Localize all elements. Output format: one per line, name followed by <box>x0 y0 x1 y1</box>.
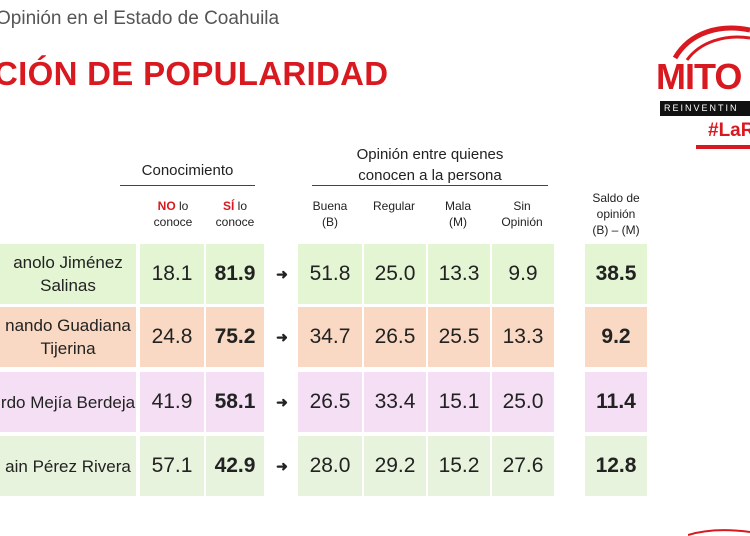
arrow-icon: ➜ <box>276 328 288 345</box>
col-header-si-text2: conoce <box>215 215 255 229</box>
col-header-mala-line1: Mala <box>444 199 471 213</box>
arrow-icon: ➜ <box>276 265 288 282</box>
logo-wordmark: MITO <box>656 56 742 97</box>
cell-si: 75.2 <box>206 307 264 367</box>
cell-buena: 26.5 <box>298 372 362 432</box>
col-header-buena-line2: (B) <box>322 215 338 229</box>
cell-mala: 15.1 <box>428 372 490 432</box>
footer-swoosh-icon <box>688 529 750 536</box>
logo-underline <box>696 145 750 149</box>
col-header-buena-line1: Buena <box>312 199 348 213</box>
col-header-si-text: lo <box>234 199 248 213</box>
arrow-icon: ➜ <box>276 393 288 410</box>
col-header-no-text: lo <box>175 199 189 213</box>
col-header-mala-line2: (M) <box>449 215 467 229</box>
cell-saldo: 11.4 <box>585 372 647 432</box>
col-header-saldo-line3: (B) – (M) <box>592 223 640 237</box>
cell-si: 58.1 <box>206 372 264 432</box>
cell-buena: 34.7 <box>298 307 362 367</box>
candidate-name-line2: Salinas <box>40 276 96 295</box>
cell-si: 42.9 <box>206 436 264 496</box>
cell-regular: 33.4 <box>364 372 426 432</box>
page-title: CIÓN DE POPULARIDAD <box>0 55 389 92</box>
col-header-saldo-line1: Saldo de <box>592 191 640 205</box>
col-header-si-strong: SÍ <box>222 199 235 213</box>
cell-buena: 51.8 <box>298 244 362 304</box>
candidate-name-line1: rdo Mejía Berdeja <box>0 392 136 412</box>
header-opinion-line1: Opinión entre quienes <box>356 146 504 163</box>
logo-swoosh-icon <box>672 25 750 61</box>
cell-saldo: 38.5 <box>585 244 647 304</box>
cell-no: 18.1 <box>140 244 204 304</box>
cell-buena: 28.0 <box>298 436 362 496</box>
candidate-name: ain Pérez Rivera <box>0 436 136 496</box>
logo-hashtag: #LaR <box>708 120 750 141</box>
col-header-sin-line2: Opinión <box>501 215 543 229</box>
col-header-sin-line1: Sin <box>513 199 531 213</box>
page-subtitle: Opinión en el Estado de Coahuila <box>0 8 280 29</box>
col-header-regular: Regular <box>372 199 416 213</box>
col-header-si: SÍ lo conoce <box>206 198 264 230</box>
cell-sin: 9.9 <box>492 244 554 304</box>
col-header-no-text2: conoce <box>153 215 193 229</box>
cell-sin: 27.6 <box>492 436 554 496</box>
cell-no: 41.9 <box>140 372 204 432</box>
cell-sin: 25.0 <box>492 372 554 432</box>
header-opinion: Opinión entre quienes conocen a la perso… <box>312 144 548 186</box>
cell-no: 57.1 <box>140 436 204 496</box>
candidate-name: nando Guadiana Tijerina <box>0 307 136 367</box>
header-opinion-line2: conocen a la persona <box>358 167 502 184</box>
cell-regular: 25.0 <box>364 244 426 304</box>
logo-tagline: REINVENTIN <box>660 101 750 116</box>
candidate-name-line1: anolo Jiménez <box>13 253 123 272</box>
candidate-name: rdo Mejía Berdeja <box>0 372 136 432</box>
cell-saldo: 9.2 <box>585 307 647 367</box>
cell-regular: 26.5 <box>364 307 426 367</box>
cell-si: 81.9 <box>206 244 264 304</box>
col-header-mala: Mala (M) <box>426 198 490 230</box>
cell-mala: 25.5 <box>428 307 490 367</box>
col-header-no: NO lo conoce <box>140 198 206 230</box>
cell-regular: 29.2 <box>364 436 426 496</box>
cell-no: 24.8 <box>140 307 204 367</box>
rule-opinion <box>312 185 548 186</box>
col-header-no-strong: NO <box>157 199 176 213</box>
col-header-saldo: Saldo de opinión (B) – (M) <box>585 190 647 238</box>
col-header-saldo-line2: opinión <box>596 207 636 221</box>
header-conocimiento: Conocimiento <box>141 162 234 179</box>
cell-saldo: 12.8 <box>585 436 647 496</box>
candidate-name-line2: Tijerina <box>40 339 96 358</box>
cell-mala: 15.2 <box>428 436 490 496</box>
cell-sin: 13.3 <box>492 307 554 367</box>
candidate-name: anolo Jiménez Salinas <box>0 244 136 304</box>
col-header-buena: Buena (B) <box>298 198 362 230</box>
col-header-sin: Sin Opinión <box>490 198 554 230</box>
rule-conocimiento <box>120 185 255 186</box>
arrow-icon: ➜ <box>276 457 288 474</box>
cell-mala: 13.3 <box>428 244 490 304</box>
candidate-name-line1: nando Guadiana <box>5 316 131 335</box>
candidate-name-line1: ain Pérez Rivera <box>5 456 131 476</box>
